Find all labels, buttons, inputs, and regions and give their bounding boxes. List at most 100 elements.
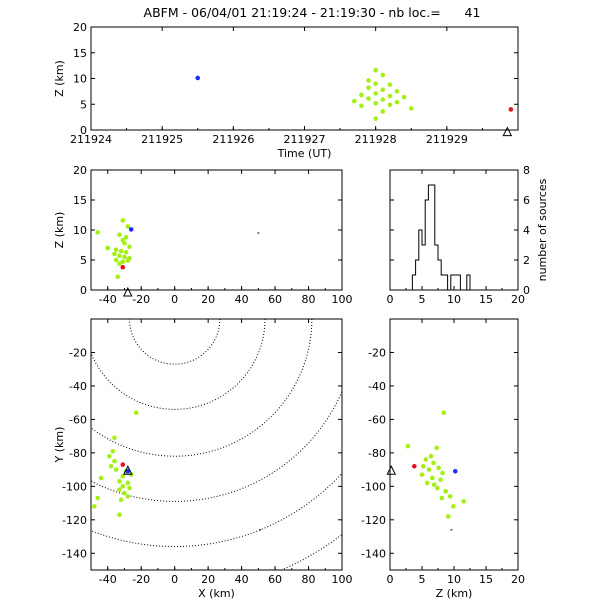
figure-title: ABFM - 06/04/01 21:19:24 - 21:19:30 - nb… [144,5,481,20]
x-tick-label: 20 [511,573,525,586]
x-tick-label: 5 [419,293,426,306]
data-point [128,227,134,232]
x-tick-label: 211926 [212,133,254,146]
data-point [118,248,124,254]
data-point [373,81,378,86]
y-tick-label: 5 [80,98,87,111]
y-tick-label: 2 [523,254,530,267]
data-point [113,467,119,472]
data-point [117,261,122,266]
data-point [117,487,122,492]
data-point [394,89,400,94]
y-tick-label: 15 [73,194,87,207]
data-point [373,100,378,106]
data-point [259,529,262,531]
panel-z-vs-x: -40 -20 0 20 40 60 80 100 0 5 10 15 20 Z (km) [53,164,353,306]
data-point [122,240,127,246]
y-tick-label: 10 [73,73,87,86]
y-axis: 0 5 10 15 20 [73,21,518,137]
data-point [443,489,448,494]
data-point [112,251,117,257]
data-point [452,468,458,474]
data-point [359,103,364,109]
data-point [195,75,201,81]
x-axis-title: Z (km) [436,587,473,600]
y-tick-label: 20 [73,164,87,177]
data-point [373,91,378,96]
data-point [125,494,131,499]
panel-z-vs-time: 211924 211925 211926 211927 211928 211929 0 5 10… [53,21,519,160]
data-point [120,484,126,489]
y-tick-label: -80 [69,447,87,460]
data-point [127,485,132,491]
y-tick-label: -120 [62,514,87,527]
data-point [115,274,121,280]
data-point [120,264,126,270]
data-point [112,435,117,441]
x-tick-label: 211928 [355,133,397,146]
data-point [125,468,131,474]
y-tick-label: 8 [523,164,530,177]
data-point [117,512,122,518]
data-point [112,458,117,464]
data-point [438,477,443,482]
y-tick-label: 6 [523,194,530,207]
data-point [95,230,100,235]
y-tick-label: 4 [523,224,530,237]
data-point [420,463,426,469]
y-tick-label: 0 [523,284,530,297]
data-point [122,254,127,260]
y-tick-label: -40 [69,380,87,393]
x-tick-label: -20 [132,293,150,306]
data-point [439,495,445,501]
x-tick-label: 20 [201,293,215,306]
data-point [387,102,393,108]
data-point [424,480,430,486]
data-point [127,244,132,250]
x-tick-label: 211925 [141,133,183,146]
x-tick-label: -20 [132,573,150,586]
x-tick-label: 0 [387,573,394,586]
y-tick-label: 10 [73,224,87,237]
x-tick-label: 60 [268,573,282,586]
y-axis: 0 2 4 6 8 [390,164,530,297]
panel-y-vs-x: -40 -20 0 20 40 60 80 100-140-120-100-80-60-40-… [53,318,353,600]
x-axis: -40 -20 0 20 40 60 80 100 [90,319,353,586]
y-axis: 0 5 10 15 20 [73,164,342,297]
data-point [450,529,453,531]
x-tick-label: 80 [302,573,316,586]
station-marker [386,465,397,475]
x-tick-label: 15 [479,293,493,306]
data-point [429,475,435,481]
y-tick-label: 0 [80,124,87,137]
x-tick-label: -40 [99,293,117,306]
x-tick-label: 40 [235,293,249,306]
data-point [123,234,129,240]
station-marker [123,465,133,475]
data-point [123,249,129,255]
data-point [120,462,126,467]
range-circle [91,319,266,410]
station-marker [502,126,513,137]
data-point [122,490,127,496]
x-tick-label: 15 [479,573,493,586]
y-axis: -140 -120 -100 -80 -60 -40 -20 [62,346,342,560]
data-point [419,472,425,477]
data-point [257,232,260,234]
x-tick-label: 211924 [70,133,112,146]
y-tick-label: 0 [80,284,87,297]
y-tick-label: -40 [368,380,386,393]
data-point [125,224,131,229]
data-point [445,514,451,519]
data-point [461,499,466,504]
y-tick-label: -140 [62,547,87,560]
data-point [117,232,122,238]
y-tick-label: -100 [62,480,87,493]
x-axis-title: Time (UT) [277,147,332,160]
data-point [120,218,126,223]
data-point [98,475,104,481]
plot-area [405,410,466,531]
data-point [95,495,100,501]
data-point [133,410,139,416]
y-tick-label: -80 [368,447,386,460]
